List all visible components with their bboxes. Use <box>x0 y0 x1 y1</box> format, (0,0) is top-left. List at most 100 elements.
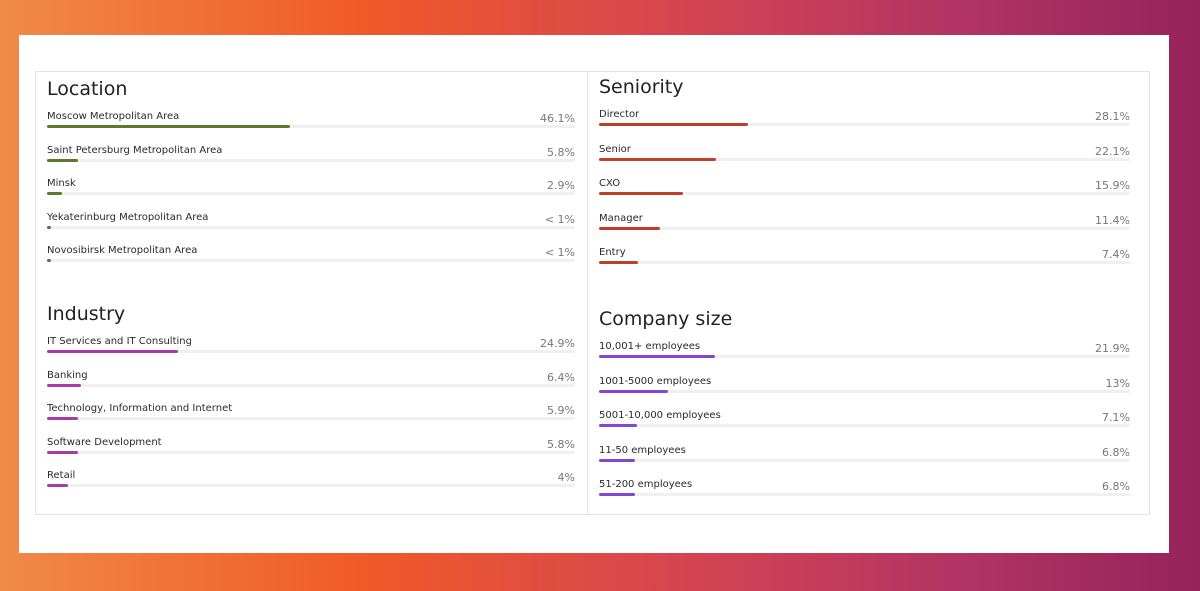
item-percentage: 4% <box>557 471 575 484</box>
progress-track <box>599 192 1130 195</box>
item-percentage: 7.4% <box>1102 248 1130 261</box>
progress-track <box>599 458 1130 462</box>
seniority-section: Seniority Director 28.1% Senior 22.1% CXO 15.… <box>599 76 1130 282</box>
item-label: Technology, Information and Internet <box>47 403 233 414</box>
progress-track <box>599 157 1130 161</box>
item-label: Moscow Metropolitan Area <box>47 111 180 122</box>
list-item: Software Development 5.8% <box>47 437 575 471</box>
item-label: 1001-5000 employees <box>599 375 712 387</box>
list-item: Saint Petersburg Metropolitan Area 5.8% <box>47 145 575 179</box>
item-label: 11-50 employees <box>599 444 686 456</box>
list-item: Novosibirsk Metropolitan Area < 1% <box>47 245 575 279</box>
list-item: 1001-5000 employees 13% <box>599 376 1130 411</box>
progress-track <box>599 389 1130 393</box>
progress-track <box>599 261 1130 264</box>
progress-fill <box>599 493 636 496</box>
right-panel: Seniority Director 28.1% Senior 22.1% CXO 15.… <box>587 71 1150 515</box>
item-percentage: 6.8% <box>1102 480 1130 493</box>
progress-track <box>599 123 1130 126</box>
progress-track <box>47 158 575 162</box>
item-percentage: 24.9% <box>540 337 575 350</box>
company-size-section: Company size 10,001+ employees 21.9% 1001-… <box>599 308 1130 514</box>
industry-list: IT Services and IT Consulting 24.9% Bankin… <box>47 336 575 504</box>
item-percentage: 22.1% <box>1095 144 1130 158</box>
list-item: 11-50 employees 6.8% <box>599 445 1130 480</box>
progress-track <box>599 355 1130 358</box>
item-label: Yekaterinburg Metropolitan Area <box>47 211 209 223</box>
progress-fill <box>599 123 749 126</box>
company-size-list: 10,001+ employees 21.9% 1001-5000 employee… <box>599 341 1130 514</box>
item-percentage: 21.9% <box>1095 342 1130 355</box>
list-item: Senior 22.1% <box>599 144 1130 179</box>
list-item: Manager 11.4% <box>599 213 1130 248</box>
item-label: Senior <box>599 143 631 155</box>
progress-fill <box>599 261 639 264</box>
item-percentage: 13% <box>1105 376 1130 390</box>
progress-track <box>47 125 575 128</box>
list-item: Entry 7.4% <box>599 247 1130 282</box>
item-percentage: < 1% <box>544 246 575 259</box>
item-percentage: 5.9% <box>547 404 575 417</box>
progress-track <box>47 259 575 262</box>
progress-fill <box>599 226 660 230</box>
item-percentage: 6.4% <box>547 370 575 384</box>
progress-fill <box>47 158 78 162</box>
item-label: CXO <box>599 178 621 189</box>
item-label: 5001-10,000 employees <box>599 410 721 421</box>
item-label: Minsk <box>47 178 76 189</box>
list-item: Director 28.1% <box>599 109 1130 144</box>
progress-fill <box>47 350 179 353</box>
progress-fill <box>47 259 52 262</box>
item-percentage: 6.8% <box>1102 445 1130 459</box>
progress-track <box>599 226 1130 230</box>
progress-track <box>599 424 1130 427</box>
item-label: IT Services and IT Consulting <box>47 336 192 347</box>
progress-track <box>599 493 1130 496</box>
progress-track <box>47 450 575 454</box>
seniority-list: Director 28.1% Senior 22.1% CXO 15.9% Manager 1… <box>599 109 1130 282</box>
progress-fill <box>599 458 636 462</box>
item-percentage: 46.1% <box>540 112 575 125</box>
item-label: Director <box>599 109 640 120</box>
item-percentage: 28.1% <box>1095 110 1130 123</box>
item-percentage: 5.8% <box>547 437 575 451</box>
item-label: Novosibirsk Metropolitan Area <box>47 245 198 256</box>
list-item: Moscow Metropolitan Area 46.1% <box>47 111 575 145</box>
progress-track <box>47 417 575 420</box>
progress-fill <box>47 192 63 195</box>
item-percentage: 2.9% <box>547 179 575 192</box>
item-percentage: < 1% <box>544 212 575 226</box>
demographics-card: Location Moscow Metropolitan Area 46.1% Sa… <box>19 35 1169 553</box>
list-item: Banking 6.4% <box>47 370 575 404</box>
progress-fill <box>47 125 291 128</box>
item-label: Manager <box>599 212 643 224</box>
progress-track <box>47 225 575 229</box>
progress-track <box>47 350 575 353</box>
list-item: Technology, Information and Internet 5.9% <box>47 403 575 437</box>
progress-fill <box>47 225 52 229</box>
list-item: 51-200 employees 6.8% <box>599 479 1130 514</box>
item-percentage: 7.1% <box>1102 411 1130 424</box>
item-percentage: 5.8% <box>547 145 575 159</box>
industry-section: Industry IT Services and IT Consulting 24… <box>47 303 575 504</box>
location-section: Location Moscow Metropolitan Area 46.1% Sa… <box>47 78 575 279</box>
item-percentage: 15.9% <box>1095 179 1130 192</box>
progress-fill <box>599 424 637 427</box>
industry-title: Industry <box>47 303 126 325</box>
item-label: Software Development <box>47 436 162 448</box>
item-percentage: 11.4% <box>1095 213 1130 227</box>
list-item: CXO 15.9% <box>599 178 1130 213</box>
item-label: Banking <box>47 369 88 381</box>
company-size-title: Company size <box>599 308 733 330</box>
list-item: IT Services and IT Consulting 24.9% <box>47 336 575 370</box>
progress-track <box>47 192 575 195</box>
item-label: Retail <box>47 470 76 481</box>
progress-fill <box>47 417 79 420</box>
list-item: 5001-10,000 employees 7.1% <box>599 410 1130 445</box>
item-label: Saint Petersburg Metropolitan Area <box>47 144 223 156</box>
progress-fill <box>599 389 669 393</box>
list-item: Minsk 2.9% <box>47 178 575 212</box>
progress-fill <box>47 484 69 487</box>
seniority-title: Seniority <box>599 76 684 98</box>
left-panel: Location Moscow Metropolitan Area 46.1% Sa… <box>35 71 588 515</box>
